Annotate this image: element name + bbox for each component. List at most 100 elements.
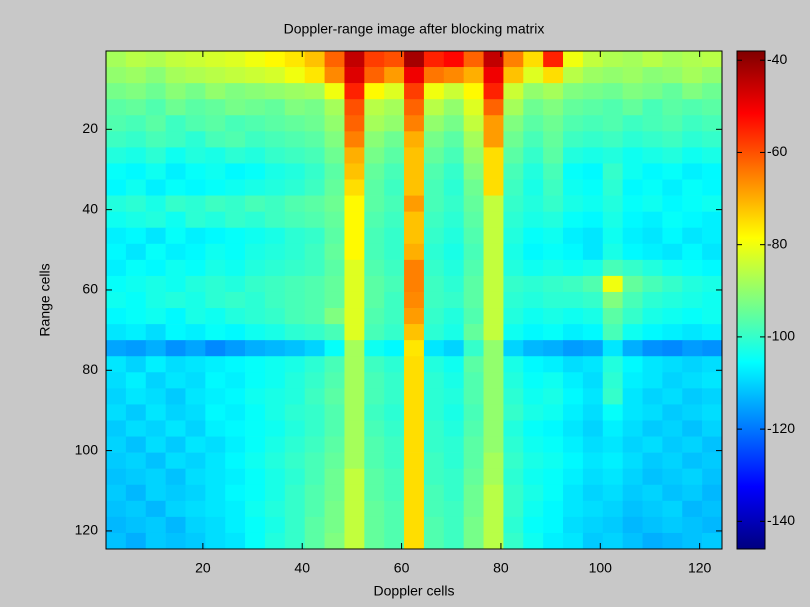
heat-cell xyxy=(106,484,127,502)
heat-cell xyxy=(344,436,365,453)
heat-cell xyxy=(205,372,226,389)
x-tick-label: 120 xyxy=(688,560,712,576)
heat-cell xyxy=(463,308,484,325)
heat-cell xyxy=(284,340,306,357)
heat-cell xyxy=(602,436,623,453)
heat-cell xyxy=(225,500,246,518)
heat-cell xyxy=(225,195,246,212)
heat-cell xyxy=(662,468,683,486)
heat-cell xyxy=(582,340,604,357)
heat-cell xyxy=(404,291,425,309)
heat-cell xyxy=(205,436,226,453)
heat-cell xyxy=(344,67,365,84)
heat-cell xyxy=(662,99,683,116)
heat-cell xyxy=(264,420,286,437)
heat-cell xyxy=(642,452,663,469)
heat-cell xyxy=(404,227,425,245)
heat-cell xyxy=(304,211,325,229)
heat-cell xyxy=(165,147,186,164)
heat-cell xyxy=(284,388,306,405)
heat-cell xyxy=(503,340,524,357)
heat-cell xyxy=(245,99,266,116)
heat-cell xyxy=(185,308,206,325)
heat-cell xyxy=(582,404,604,421)
heat-cell xyxy=(463,67,484,84)
heat-cell xyxy=(622,532,643,550)
heat-cell xyxy=(423,163,445,180)
heat-cell xyxy=(364,324,385,341)
heat-cell xyxy=(563,500,584,518)
heat-cell xyxy=(682,195,703,212)
heat-cell xyxy=(225,99,246,116)
heat-cell xyxy=(503,500,524,518)
heat-cell xyxy=(582,516,604,534)
heat-cell xyxy=(205,83,226,100)
heat-cell xyxy=(602,195,623,212)
heat-cell xyxy=(185,67,206,84)
heat-cell xyxy=(364,404,385,421)
heat-cell xyxy=(185,163,206,180)
heat-cell xyxy=(145,308,166,325)
heat-cell xyxy=(324,147,345,164)
heat-cell xyxy=(324,211,345,229)
heat-cell xyxy=(304,99,325,116)
heatmap xyxy=(106,51,723,550)
heat-cell xyxy=(205,227,226,245)
heat-cell xyxy=(702,195,723,212)
heat-cell xyxy=(145,500,166,518)
heat-cell xyxy=(443,291,464,309)
heat-cell xyxy=(582,291,604,309)
heat-cell xyxy=(145,356,166,373)
heat-cell xyxy=(264,243,286,261)
heat-cell xyxy=(543,500,564,518)
heat-cell xyxy=(264,532,286,550)
heat-cell xyxy=(245,356,266,373)
heat-cell xyxy=(245,51,266,68)
heat-cell xyxy=(404,147,425,164)
heat-cell xyxy=(125,195,147,212)
heat-cell xyxy=(602,211,623,229)
heat-cell xyxy=(125,404,147,421)
heat-cell xyxy=(662,131,683,148)
heat-cell xyxy=(423,243,445,261)
heat-cell xyxy=(165,211,186,229)
heat-cell xyxy=(523,179,544,196)
heat-cell xyxy=(563,340,584,357)
heat-cell xyxy=(125,131,147,148)
heat-cell xyxy=(443,324,464,341)
heat-cell xyxy=(165,452,186,469)
heat-cell xyxy=(642,404,663,421)
heat-cell xyxy=(324,484,345,502)
heat-cell xyxy=(443,452,464,469)
heat-cell xyxy=(682,147,703,164)
heat-cell xyxy=(642,308,663,325)
heat-cell xyxy=(702,211,723,229)
heat-cell xyxy=(245,340,266,357)
heat-cell xyxy=(165,500,186,518)
heat-cell xyxy=(106,99,127,116)
heat-cell xyxy=(125,99,147,116)
heat-cell xyxy=(523,372,544,389)
heat-cell xyxy=(662,356,683,373)
heat-cell xyxy=(702,83,723,100)
heat-cell xyxy=(662,259,683,277)
heat-cell xyxy=(384,356,405,373)
heat-cell xyxy=(483,420,504,437)
heat-cell xyxy=(185,388,206,405)
heat-cell xyxy=(384,484,405,502)
heat-cell xyxy=(185,452,206,469)
heat-cell xyxy=(423,340,445,357)
chart-title: Doppler-range image after blocking matri… xyxy=(284,21,545,37)
heat-cell xyxy=(304,420,325,437)
heat-cell xyxy=(304,83,325,100)
heat-cell xyxy=(543,227,564,245)
heat-cell xyxy=(503,211,524,229)
heat-cell xyxy=(622,147,643,164)
heat-cell xyxy=(145,147,166,164)
heat-cell xyxy=(344,484,365,502)
heat-cell xyxy=(106,259,127,277)
heat-cell xyxy=(205,179,226,196)
heat-cell xyxy=(483,372,504,389)
heat-cell xyxy=(145,243,166,261)
heat-cell xyxy=(185,51,206,68)
